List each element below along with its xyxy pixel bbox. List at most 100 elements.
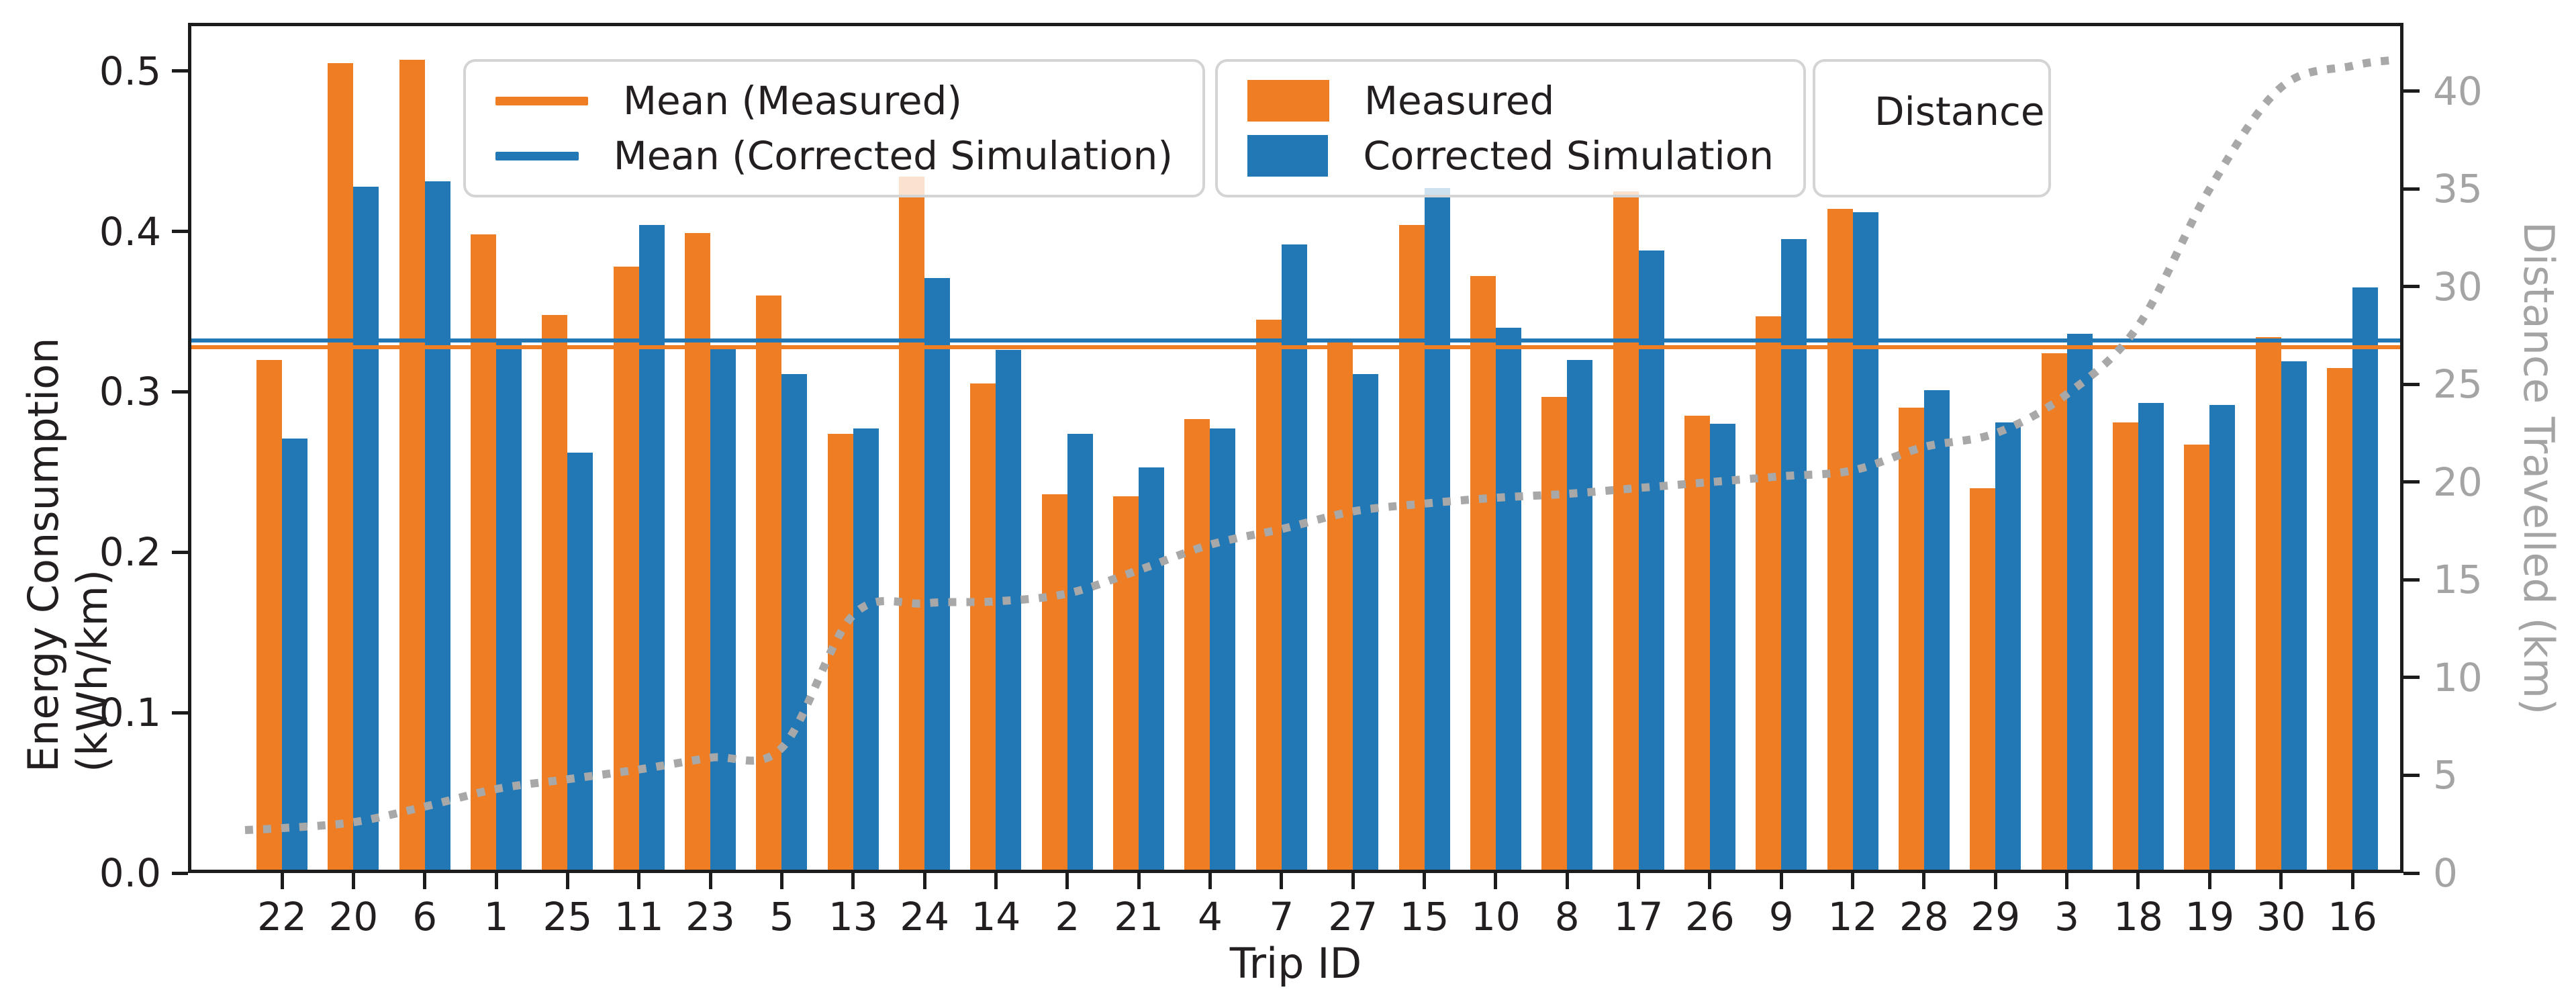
x-tick-label-trip-20: 20 — [328, 894, 379, 940]
y-tick-label-left: 0.3 — [99, 369, 161, 415]
legend-label: Distance — [1874, 89, 2045, 134]
bar-corrected-trip-3 — [2066, 334, 2093, 873]
x-tick — [922, 873, 926, 889]
legend-label: Mean (Corrected Simulation) — [613, 133, 1173, 179]
y-tick-label-right: 40 — [2433, 68, 2483, 114]
x-tick — [1423, 873, 1427, 889]
bar-measured-trip-20 — [328, 62, 354, 873]
bar-corrected-trip-27 — [1353, 374, 1379, 873]
y-tick-left — [172, 871, 188, 875]
bar-measured-trip-4 — [1184, 419, 1210, 873]
x-tick — [708, 873, 712, 889]
x-tick — [1065, 873, 1069, 889]
bar-measured-trip-24 — [899, 177, 925, 873]
y-axis-title-right: Distance Travelled (km) — [2514, 222, 2563, 715]
bar-measured-trip-2 — [1041, 494, 1067, 873]
legend-entry-corrected: Corrected Simulation — [1247, 135, 1774, 177]
x-tick-label-trip-14: 14 — [971, 894, 1021, 940]
x-tick — [779, 873, 783, 889]
bar-corrected-trip-19 — [2209, 404, 2236, 873]
y-tick-left — [172, 390, 188, 394]
x-tick-label-trip-1: 1 — [483, 894, 509, 940]
x-tick — [1922, 873, 1926, 889]
x-tick — [1779, 873, 1783, 889]
bar-corrected-trip-8 — [1567, 359, 1593, 873]
x-tick — [2136, 873, 2140, 889]
x-tick-label-trip-17: 17 — [1613, 894, 1664, 940]
x-tick-label-trip-22: 22 — [257, 894, 307, 940]
x-tick-label-trip-7: 7 — [1269, 894, 1294, 940]
x-tick-label-trip-2: 2 — [1055, 894, 1080, 940]
y-tick-label-right: 30 — [2433, 263, 2483, 310]
x-tick — [351, 873, 355, 889]
x-tick — [994, 873, 998, 889]
x-tick-label-trip-12: 12 — [1827, 894, 1878, 940]
x-tick — [2065, 873, 2069, 889]
legend-entry-mean-measured: Mean (Measured) — [495, 81, 1173, 121]
x-tick-label-trip-18: 18 — [2113, 894, 2163, 940]
bar-corrected-trip-7 — [1281, 244, 1307, 873]
x-tick-label-trip-30: 30 — [2256, 894, 2306, 940]
bar-measured-trip-6 — [399, 59, 425, 873]
bar-measured-trip-26 — [1684, 416, 1710, 873]
legend-entry-mean-corrected: Mean (Corrected Simulation) — [495, 136, 1173, 176]
y-tick-left — [172, 69, 188, 73]
y-tick-label-right: 0 — [2433, 850, 2458, 896]
legend-entry-measured: Measured — [1247, 79, 1774, 122]
y-tick-right — [2403, 89, 2420, 93]
x-tick — [1637, 873, 1641, 889]
x-tick — [1137, 873, 1141, 889]
x-tick-label-trip-9: 9 — [1768, 894, 1794, 940]
y-tick-label-right: 15 — [2433, 557, 2483, 603]
legend-label: Mean (Measured) — [623, 78, 963, 124]
bar-corrected-trip-20 — [353, 186, 379, 873]
bar-corrected-trip-2 — [1067, 433, 1093, 873]
bar-measured-trip-15 — [1398, 224, 1425, 873]
bar-corrected-trip-5 — [781, 374, 808, 873]
legend-label: Corrected Simulation — [1363, 133, 1774, 179]
bar-corrected-trip-23 — [710, 348, 736, 873]
bar-measured-trip-9 — [1756, 316, 1782, 873]
x-tick-label-trip-16: 16 — [2328, 894, 2377, 940]
x-tick — [2207, 873, 2211, 889]
bar-corrected-trip-26 — [1709, 424, 1735, 873]
bar-measured-trip-18 — [2112, 422, 2138, 873]
mean-line-corrected — [188, 338, 2403, 343]
y-tick-label-left: 0.4 — [99, 208, 161, 255]
x-axis-title: Trip ID — [1229, 939, 1362, 988]
bar-corrected-trip-17 — [1638, 250, 1664, 873]
mean-corrected-line-swatch — [495, 151, 579, 161]
y-tick-left — [172, 230, 188, 234]
x-tick — [494, 873, 498, 889]
bar-corrected-trip-13 — [853, 428, 879, 873]
x-tick — [1565, 873, 1569, 889]
y-tick-left — [172, 711, 188, 715]
bar-corrected-trip-14 — [996, 350, 1022, 873]
mean-line-measured — [188, 345, 2403, 349]
y-tick-label-right: 20 — [2433, 459, 2483, 505]
bar-corrected-trip-29 — [1995, 422, 2021, 873]
x-tick-label-trip-8: 8 — [1554, 894, 1580, 940]
bar-measured-trip-14 — [970, 383, 996, 873]
x-tick — [1494, 873, 1498, 889]
x-tick-label-trip-23: 23 — [685, 894, 735, 940]
x-tick-label-trip-27: 27 — [1328, 894, 1378, 940]
x-tick — [2279, 873, 2283, 889]
y-tick-right — [2403, 676, 2420, 680]
bar-corrected-trip-22 — [282, 438, 307, 873]
bar-corrected-trip-24 — [924, 277, 951, 873]
legend-means: Mean (Measured) Mean (Corrected Simulati… — [463, 59, 1205, 197]
bar-measured-trip-17 — [1613, 191, 1639, 873]
x-tick — [565, 873, 569, 889]
x-tick — [637, 873, 641, 889]
bar-corrected-trip-25 — [567, 453, 593, 873]
bar-corrected-trip-4 — [1210, 428, 1236, 873]
y-tick-right — [2403, 871, 2420, 875]
y-tick-right — [2403, 578, 2420, 582]
y-tick-right — [2403, 187, 2420, 191]
legend-series: Measured Corrected Simulation — [1215, 59, 1806, 197]
y-tick-label-left: 0.2 — [99, 529, 161, 576]
x-tick-label-trip-10: 10 — [1470, 894, 1521, 940]
bar-measured-trip-7 — [1255, 319, 1282, 873]
